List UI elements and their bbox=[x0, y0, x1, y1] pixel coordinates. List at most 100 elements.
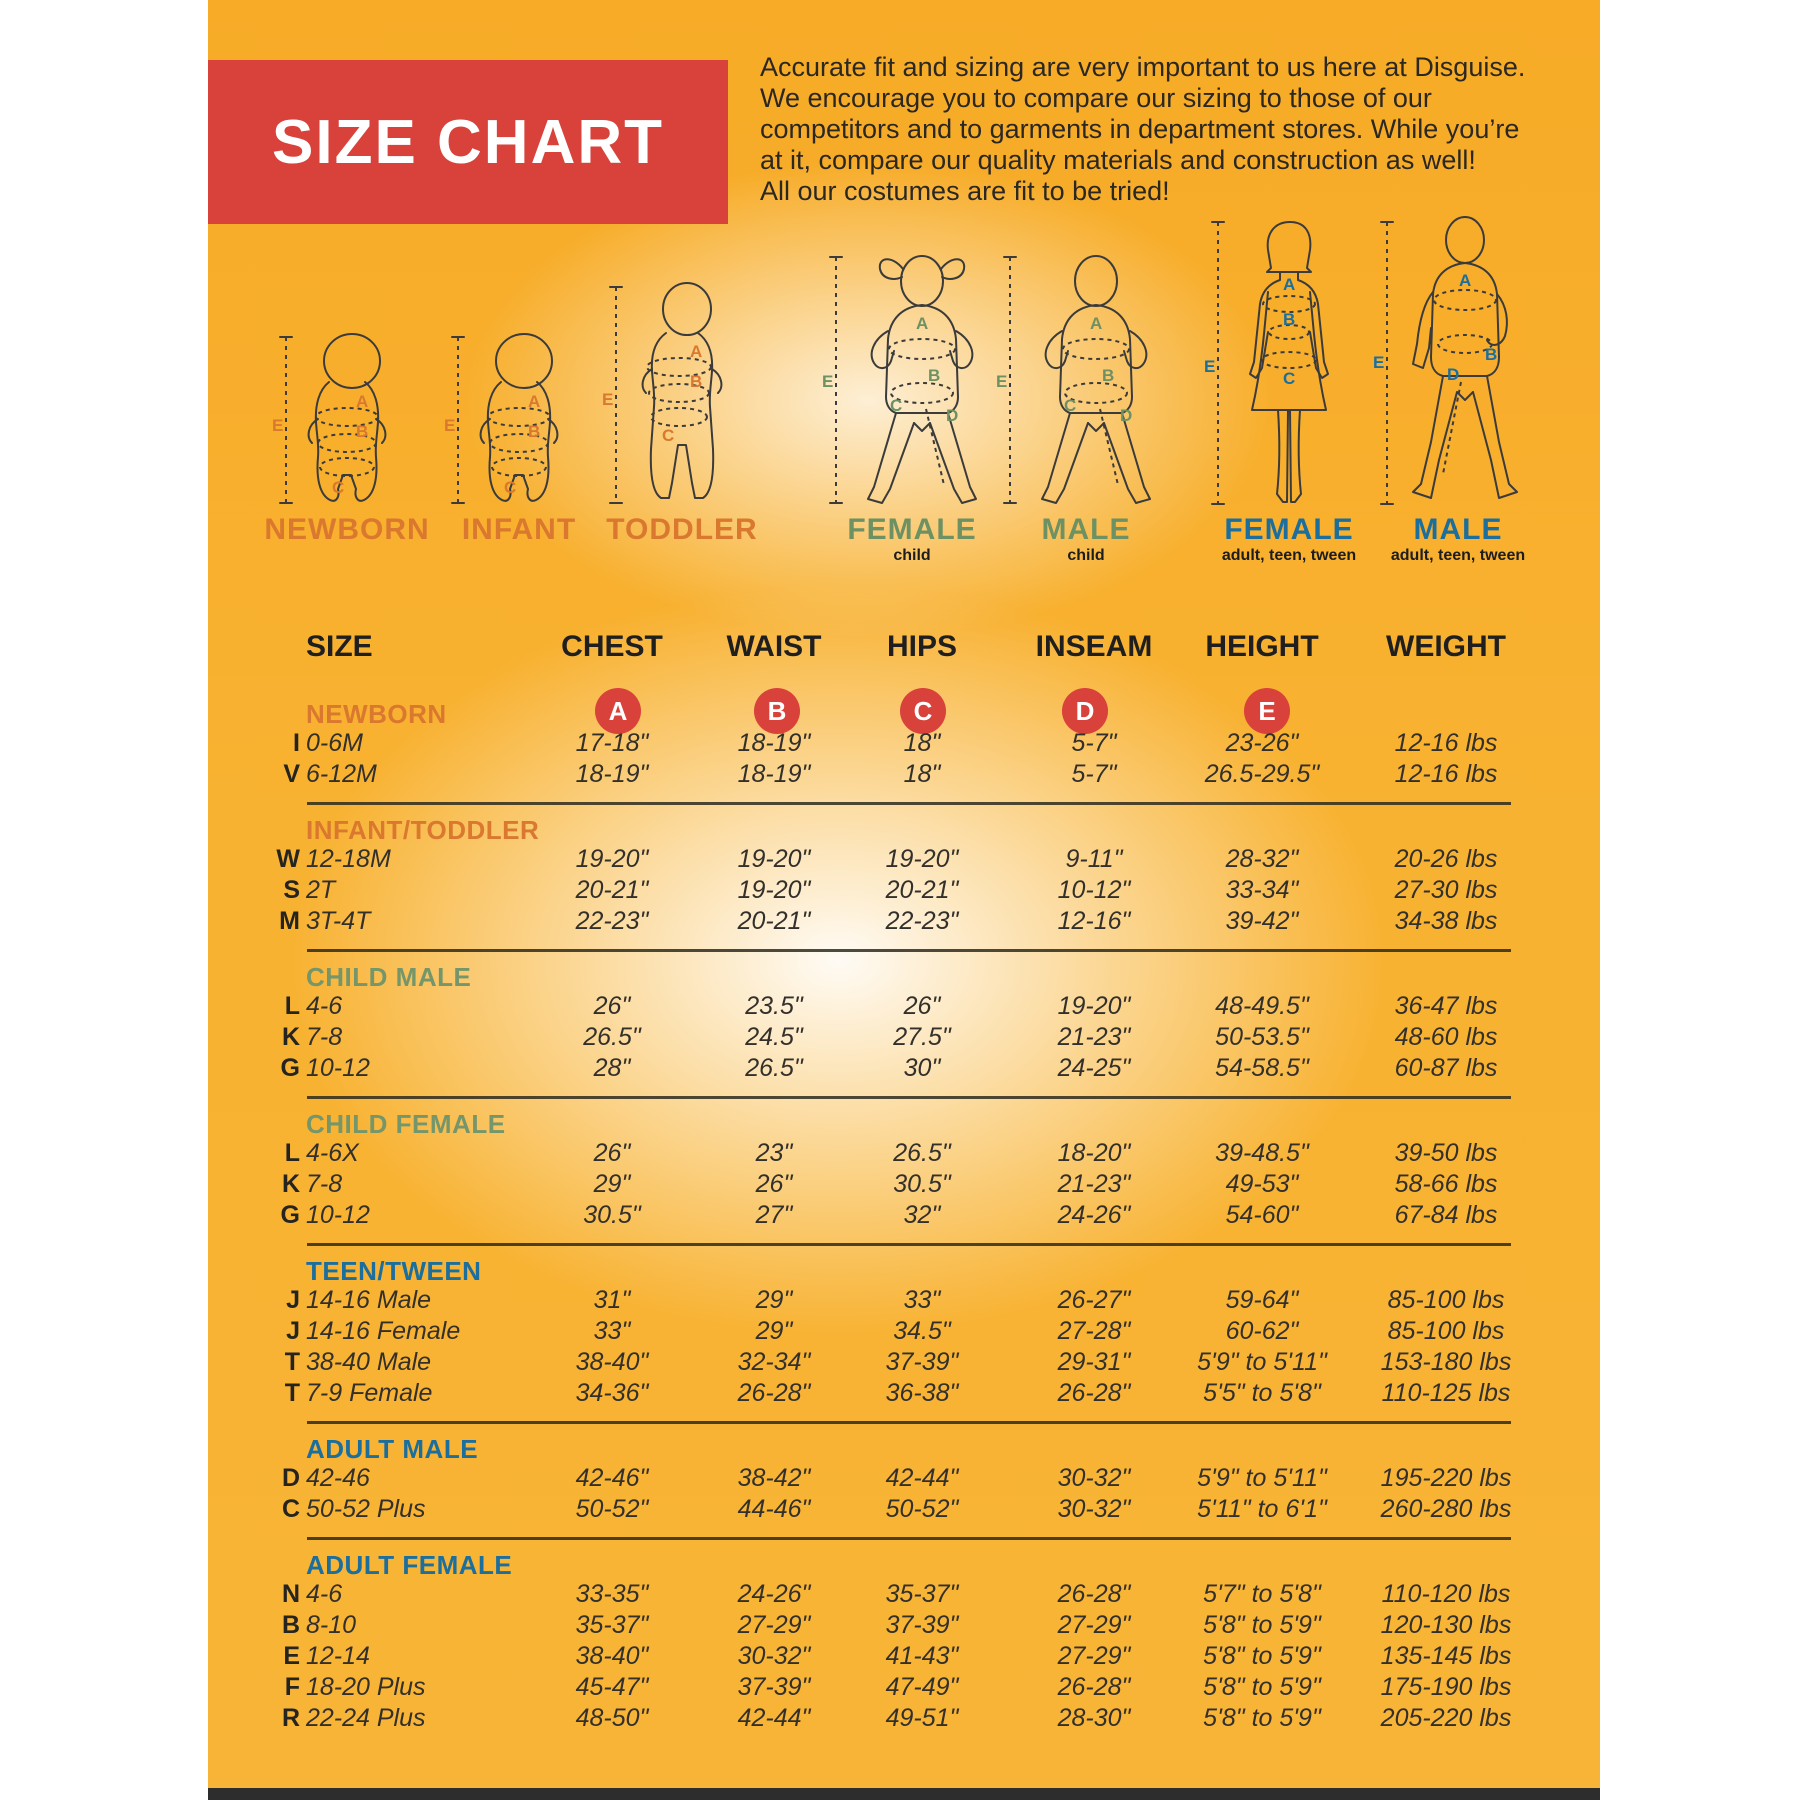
child-male-figure-icon: E A B C D bbox=[996, 255, 1151, 504]
row-code: K bbox=[281, 1170, 300, 1198]
title-banner: SIZE CHART bbox=[208, 60, 728, 224]
cell-weight: 205-220 lbs bbox=[1380, 1704, 1512, 1732]
cell-inseam: 26-28" bbox=[1057, 1580, 1131, 1608]
cell-hips: 18" bbox=[903, 760, 941, 788]
row-code: J bbox=[286, 1286, 300, 1314]
chest-letter: A bbox=[528, 392, 540, 411]
cell-weight: 260-280 lbs bbox=[1380, 1495, 1512, 1523]
cell-waist: 42-44" bbox=[737, 1704, 811, 1732]
cell-waist: 23.5" bbox=[745, 992, 803, 1020]
cell-hips: 47-49" bbox=[885, 1673, 959, 1701]
row-code: L bbox=[284, 1139, 300, 1167]
cell-weight: 110-120 lbs bbox=[1381, 1580, 1511, 1608]
cell-hips: 30" bbox=[903, 1054, 941, 1082]
cell-chest: 26" bbox=[593, 1139, 631, 1167]
cell-height: 54-58.5" bbox=[1215, 1054, 1309, 1082]
hips-letter: C bbox=[1283, 369, 1295, 388]
bottom-bar bbox=[208, 1788, 1600, 1800]
table-row: G 10-12 30.5" 27" 32" 24-26" 54-60" 67-84 lbs bbox=[208, 1200, 1600, 1231]
table-row: T 38-40 Male 38-40" 32-34" 37-39" 29-31" 5'9" … bbox=[208, 1347, 1600, 1378]
cell-waist: 29" bbox=[755, 1317, 793, 1345]
hips-letter: C bbox=[1064, 396, 1076, 415]
waist-letter: B bbox=[928, 366, 940, 385]
cell-height: 5'8" to 5'9" bbox=[1203, 1704, 1321, 1732]
column-header-height: HEIGHT bbox=[1205, 630, 1319, 663]
cell-inseam: 30-32" bbox=[1057, 1464, 1131, 1492]
row-size-label: 10-12 bbox=[306, 1201, 370, 1229]
height-letter: E bbox=[996, 372, 1007, 391]
cell-chest: 28" bbox=[593, 1054, 631, 1082]
row-code: G bbox=[280, 1054, 300, 1082]
cell-weight: 175-190 lbs bbox=[1380, 1673, 1512, 1701]
section-divider bbox=[208, 790, 1600, 816]
section-header-infant-toddler: INFANT/TODDLER bbox=[306, 815, 540, 845]
table-row: K 7-8 29" 26" 30.5" 21-23" 49-53" 58-66 lbs bbox=[208, 1169, 1600, 1200]
cell-chest: 31" bbox=[593, 1286, 631, 1314]
cell-chest: 50-52" bbox=[575, 1495, 649, 1523]
table-row: D 42-46 42-46" 38-42" 42-44" 30-32" 5'9" to 5'… bbox=[208, 1463, 1600, 1494]
cell-weight: 34-38 lbs bbox=[1394, 907, 1498, 935]
size-table: NEWBORN I 0-6M 17-18" 18-19" 18" 5-7" 23-26" 12-… bbox=[208, 700, 1600, 1734]
cell-waist: 26-28" bbox=[737, 1379, 811, 1407]
chest-letter: A bbox=[356, 392, 368, 411]
cell-weight: 120-130 lbs bbox=[1380, 1611, 1512, 1639]
figure-label-newborn: NEWBORN bbox=[264, 513, 430, 546]
section-header-child-male: CHILD MALE bbox=[306, 962, 472, 992]
cell-inseam: 26-28" bbox=[1057, 1673, 1131, 1701]
cell-height: 49-53" bbox=[1225, 1170, 1299, 1198]
cell-chest: 33" bbox=[593, 1317, 631, 1345]
cell-waist: 18-19" bbox=[737, 729, 811, 757]
table-row: F 18-20 Plus 45-47" 37-39" 47-49" 26-28" 5'8" … bbox=[208, 1672, 1600, 1703]
row-size-label: 22-24 Plus bbox=[306, 1704, 426, 1732]
table-row: G 10-12 28" 26.5" 30" 24-25" 54-58.5" 60-87 lbs bbox=[208, 1053, 1600, 1084]
cell-chest: 26" bbox=[593, 992, 631, 1020]
inseam-letter: D bbox=[1120, 406, 1132, 425]
cell-weight: 67-84 lbs bbox=[1394, 1201, 1498, 1229]
row-size-label: 10-12 bbox=[306, 1054, 370, 1082]
child-female-figure: E A B C D bbox=[822, 247, 1002, 517]
row-code: C bbox=[281, 1495, 300, 1523]
section-divider bbox=[208, 1409, 1600, 1435]
row-size-label: 8-10 bbox=[306, 1611, 357, 1639]
cell-hips: 35-37" bbox=[885, 1580, 959, 1608]
cell-chest: 45-47" bbox=[575, 1673, 649, 1701]
cell-height: 26.5-29.5" bbox=[1204, 760, 1320, 788]
waist-letter: B bbox=[690, 372, 702, 391]
figure-label-female-child: FEMALE bbox=[847, 513, 977, 546]
row-code: N bbox=[281, 1580, 300, 1608]
table-row: K 7-8 26.5" 24.5" 27.5" 21-23" 50-53.5" 48-60 l… bbox=[208, 1022, 1600, 1053]
cell-inseam: 24-25" bbox=[1057, 1054, 1131, 1082]
row-size-label: 7-8 bbox=[306, 1023, 343, 1051]
row-size-label: 18-20 Plus bbox=[306, 1673, 426, 1701]
chest-letter: A bbox=[1459, 271, 1471, 290]
cell-height: 5'8" to 5'9" bbox=[1203, 1642, 1321, 1670]
cell-height: 48-49.5" bbox=[1215, 992, 1309, 1020]
adult-male-figure: E A B D bbox=[1373, 212, 1543, 517]
cell-chest: 38-40" bbox=[575, 1642, 649, 1670]
section-divider bbox=[208, 937, 1600, 963]
row-size-label: 12-14 bbox=[306, 1642, 370, 1670]
row-size-label: 42-46 bbox=[306, 1464, 370, 1492]
section-divider bbox=[208, 1231, 1600, 1257]
hips-letter: C bbox=[662, 426, 674, 445]
cell-waist: 29" bbox=[755, 1286, 793, 1314]
cell-height: 50-53.5" bbox=[1215, 1023, 1309, 1051]
cell-inseam: 9-11" bbox=[1065, 845, 1123, 873]
section-header-newborn: NEWBORN bbox=[306, 699, 447, 729]
figure-sublabel-female-child: child bbox=[893, 547, 931, 564]
row-code: I bbox=[293, 729, 300, 757]
row-size-label: 38-40 Male bbox=[306, 1348, 432, 1376]
row-size-label: 7-9 Female bbox=[306, 1379, 433, 1407]
column-header-hips: HIPS bbox=[886, 630, 958, 663]
row-code: L bbox=[284, 992, 300, 1020]
cell-weight: 39-50 lbs bbox=[1394, 1139, 1498, 1167]
chest-letter: A bbox=[1090, 314, 1102, 333]
cell-inseam: 12-16" bbox=[1057, 907, 1131, 935]
row-size-label: 6-12M bbox=[306, 760, 377, 788]
cell-chest: 19-20" bbox=[575, 845, 649, 873]
cell-hips: 49-51" bbox=[885, 1704, 959, 1732]
row-code: K bbox=[281, 1023, 300, 1051]
cell-chest: 30.5" bbox=[583, 1201, 641, 1229]
height-letter: E bbox=[444, 416, 455, 435]
row-size-label: 14-16 Male bbox=[306, 1286, 432, 1314]
